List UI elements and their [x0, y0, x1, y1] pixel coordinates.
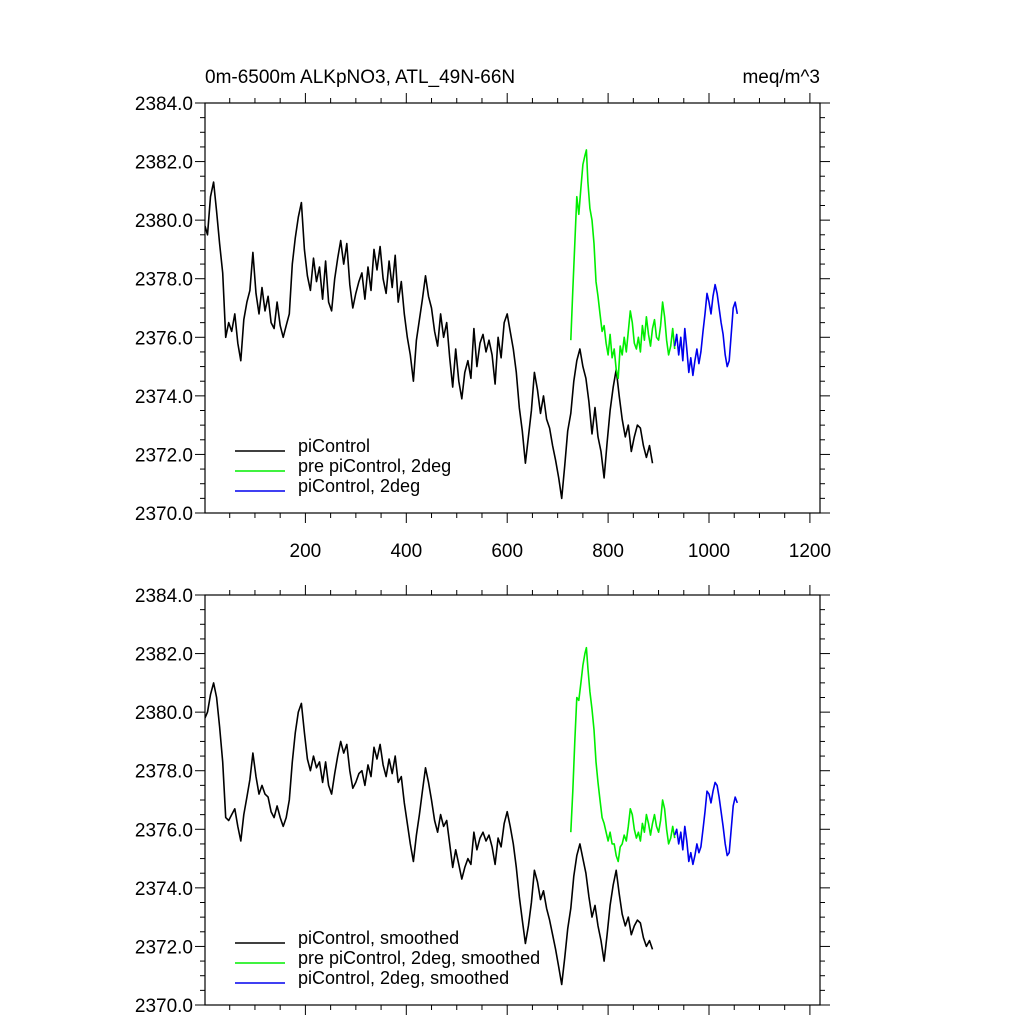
legend-label: piControl, 2deg, smoothed — [298, 968, 509, 988]
series-line — [673, 283, 739, 377]
y-tick-label: 2378.0 — [135, 270, 193, 291]
y-tick-label: 2376.0 — [135, 328, 193, 349]
y-tick-label: 2372.0 — [135, 937, 193, 958]
y-tick-label: 2382.0 — [135, 153, 193, 174]
legend-label: pre piControl, 2deg, smoothed — [298, 948, 540, 968]
y-tick-label: 2380.0 — [135, 703, 193, 724]
y-tick-label: 2374.0 — [135, 879, 193, 900]
series-line — [205, 181, 654, 500]
legend-label: piControl, 2deg — [298, 476, 420, 496]
y-tick-label: 2376.0 — [135, 820, 193, 841]
units-label: meq/m^3 — [742, 67, 820, 88]
x-tick-label: 400 — [390, 541, 422, 562]
series-line — [570, 149, 676, 380]
panel-bottom: 2370.0 2372.0 2374.0 2376.0 2378.0 2380.0 2382… — [135, 585, 830, 1017]
x-tick-label: 1000 — [688, 541, 730, 562]
y-tick-label: 2370.0 — [135, 504, 193, 525]
y-tick-label: 2384.0 — [135, 586, 193, 607]
panel-top: 2370.0 2372.0 2374.0 2376.0 2378.0 2380.0 2382… — [135, 67, 831, 562]
x-tick-label: 1200 — [789, 541, 831, 562]
legend-label: piControl, smoothed — [298, 928, 459, 948]
series-line — [673, 781, 739, 866]
y-tick-label: 2382.0 — [135, 645, 193, 666]
y-tick-label: 2370.0 — [135, 996, 193, 1017]
x-tick-label: 800 — [592, 541, 624, 562]
series-line — [570, 646, 676, 863]
y-tick-label: 2380.0 — [135, 211, 193, 232]
chart-title: 0m-6500m ALKpNO3, ATL_49N-66N — [205, 67, 515, 88]
x-tick-label: 200 — [290, 541, 322, 562]
legend-label: pre piControl, 2deg — [298, 456, 451, 476]
legend-label: piControl — [298, 436, 370, 456]
y-tick-label: 2374.0 — [135, 387, 193, 408]
y-tick-label: 2384.0 — [135, 94, 193, 115]
x-tick-label: 600 — [491, 541, 523, 562]
y-tick-label: 2378.0 — [135, 762, 193, 783]
series-line — [205, 682, 654, 986]
y-tick-label: 2372.0 — [135, 445, 193, 466]
